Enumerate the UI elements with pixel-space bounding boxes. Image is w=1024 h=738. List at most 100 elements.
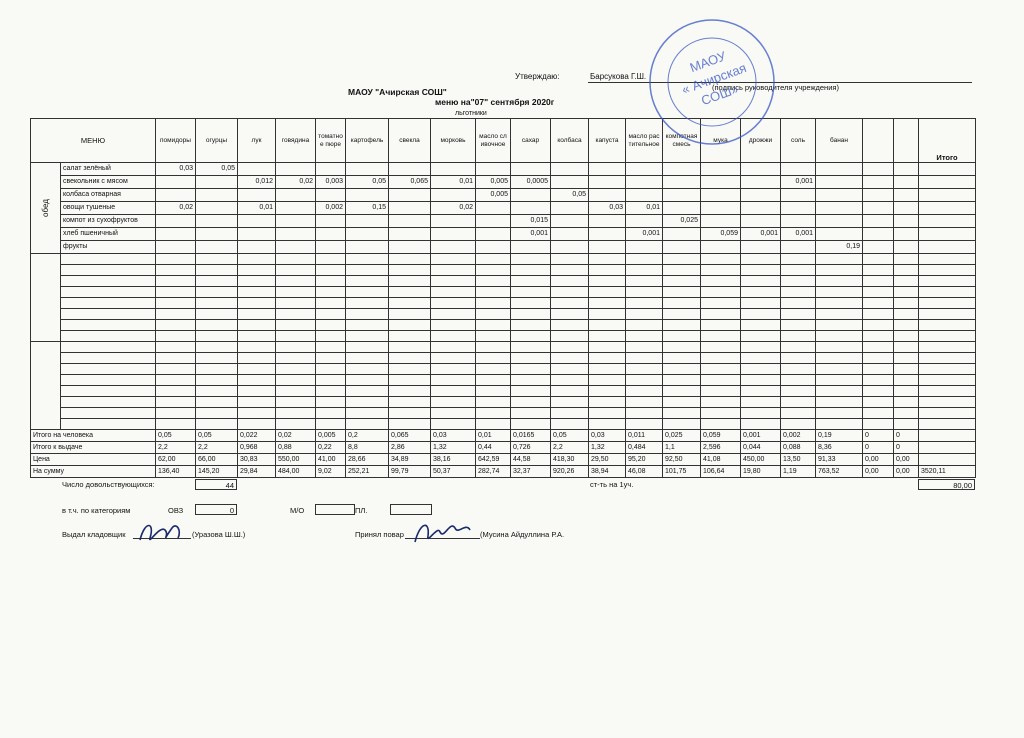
amount: 0,15 [345, 201, 389, 215]
empty-cell [475, 385, 511, 397]
summary-value: 2,86 [388, 441, 431, 454]
empty-cell [237, 418, 276, 430]
amount [550, 162, 589, 176]
total-cell [918, 214, 976, 228]
amount [815, 162, 863, 176]
summary-value: 0,19 [815, 429, 863, 442]
amount [700, 162, 741, 176]
amount [315, 188, 346, 202]
issued-name: (Уразова Ш.Ш.) [192, 530, 246, 539]
amount [345, 162, 389, 176]
empty-cell [345, 253, 389, 265]
empty-cell [780, 352, 816, 364]
total-header: Итого [918, 118, 976, 163]
empty-cell [60, 396, 156, 408]
empty-cell [740, 385, 781, 397]
empty-cell [345, 297, 389, 309]
empty-cell [662, 330, 701, 342]
amount [275, 227, 316, 241]
empty-cell [700, 275, 741, 287]
empty-cell [475, 341, 511, 353]
empty-cell [550, 330, 589, 342]
column-header: банан [815, 118, 863, 163]
empty-cell [588, 341, 626, 353]
summary-label: На сумму [30, 465, 156, 478]
empty-cell [60, 418, 156, 430]
empty-cell [315, 308, 346, 320]
column-header: лук [237, 118, 276, 163]
amount [388, 240, 431, 254]
menu-table: МЕНЮ помидоры огурцы лук говядина томатное пю… [30, 118, 976, 478]
empty-cell [60, 374, 156, 386]
empty-cell [275, 253, 316, 265]
empty-cell [550, 374, 589, 386]
column-header [862, 118, 894, 163]
total-cell [918, 175, 976, 189]
empty-cell [625, 275, 663, 287]
empty-cell [275, 418, 316, 430]
amount [275, 201, 316, 215]
empty-cell [625, 352, 663, 364]
empty-cell [862, 385, 894, 397]
empty-cell [475, 297, 511, 309]
column-header: масло сливочное [475, 118, 511, 163]
column-header: говядина [275, 118, 316, 163]
empty-cell [475, 264, 511, 276]
amount [700, 201, 741, 215]
empty-cell [315, 275, 346, 287]
summary-total: 3520,11 [918, 465, 976, 478]
empty-cell [550, 297, 589, 309]
amount: 0,001 [625, 227, 663, 241]
empty-cell [862, 363, 894, 375]
empty-cell [237, 319, 276, 331]
empty-cell [780, 374, 816, 386]
empty-cell [862, 418, 894, 430]
summary-value: 0,484 [625, 441, 663, 454]
empty-cell [510, 407, 551, 419]
empty-cell [388, 363, 431, 375]
amount [275, 162, 316, 176]
amount [155, 227, 196, 241]
amount [237, 227, 276, 241]
diners: 44 [195, 479, 237, 490]
empty-cell [315, 297, 346, 309]
empty-cell [625, 264, 663, 276]
summary-row: На сумму 136,40 145,20 29,84 484,00 9,02 252,2… [30, 465, 976, 478]
empty-cell [237, 407, 276, 419]
empty-cell [588, 308, 626, 320]
summary-label: Итого к выдаче [30, 441, 156, 454]
empty-cell [475, 308, 511, 320]
summary-value: 2,2 [195, 441, 238, 454]
cost: 80,00 [918, 479, 975, 490]
dish-name: свекольник с мясом [60, 175, 156, 189]
empty-cell [155, 374, 196, 386]
amount [155, 214, 196, 228]
empty-cell [893, 341, 919, 353]
empty-cell [345, 330, 389, 342]
empty-cell [237, 275, 276, 287]
empty-cell [388, 330, 431, 342]
empty-cell [155, 264, 196, 276]
empty-cell [662, 363, 701, 375]
empty-cell [700, 352, 741, 364]
empty-cell [315, 407, 346, 419]
summary-label: Цена [30, 453, 156, 466]
amount [893, 188, 919, 202]
amount [388, 201, 431, 215]
empty-cell [780, 264, 816, 276]
empty-cell [893, 264, 919, 276]
amount [700, 240, 741, 254]
empty-cell [155, 253, 196, 265]
empty-cell [918, 330, 976, 342]
empty-cell [893, 286, 919, 298]
empty-cell [275, 308, 316, 320]
column-header: капуста [588, 118, 626, 163]
summary-value: 41,00 [315, 453, 346, 466]
meal-label [30, 253, 61, 342]
amount [625, 162, 663, 176]
amount [588, 175, 626, 189]
empty-cell [588, 297, 626, 309]
empty-cell [430, 330, 476, 342]
empty-cell [918, 308, 976, 320]
